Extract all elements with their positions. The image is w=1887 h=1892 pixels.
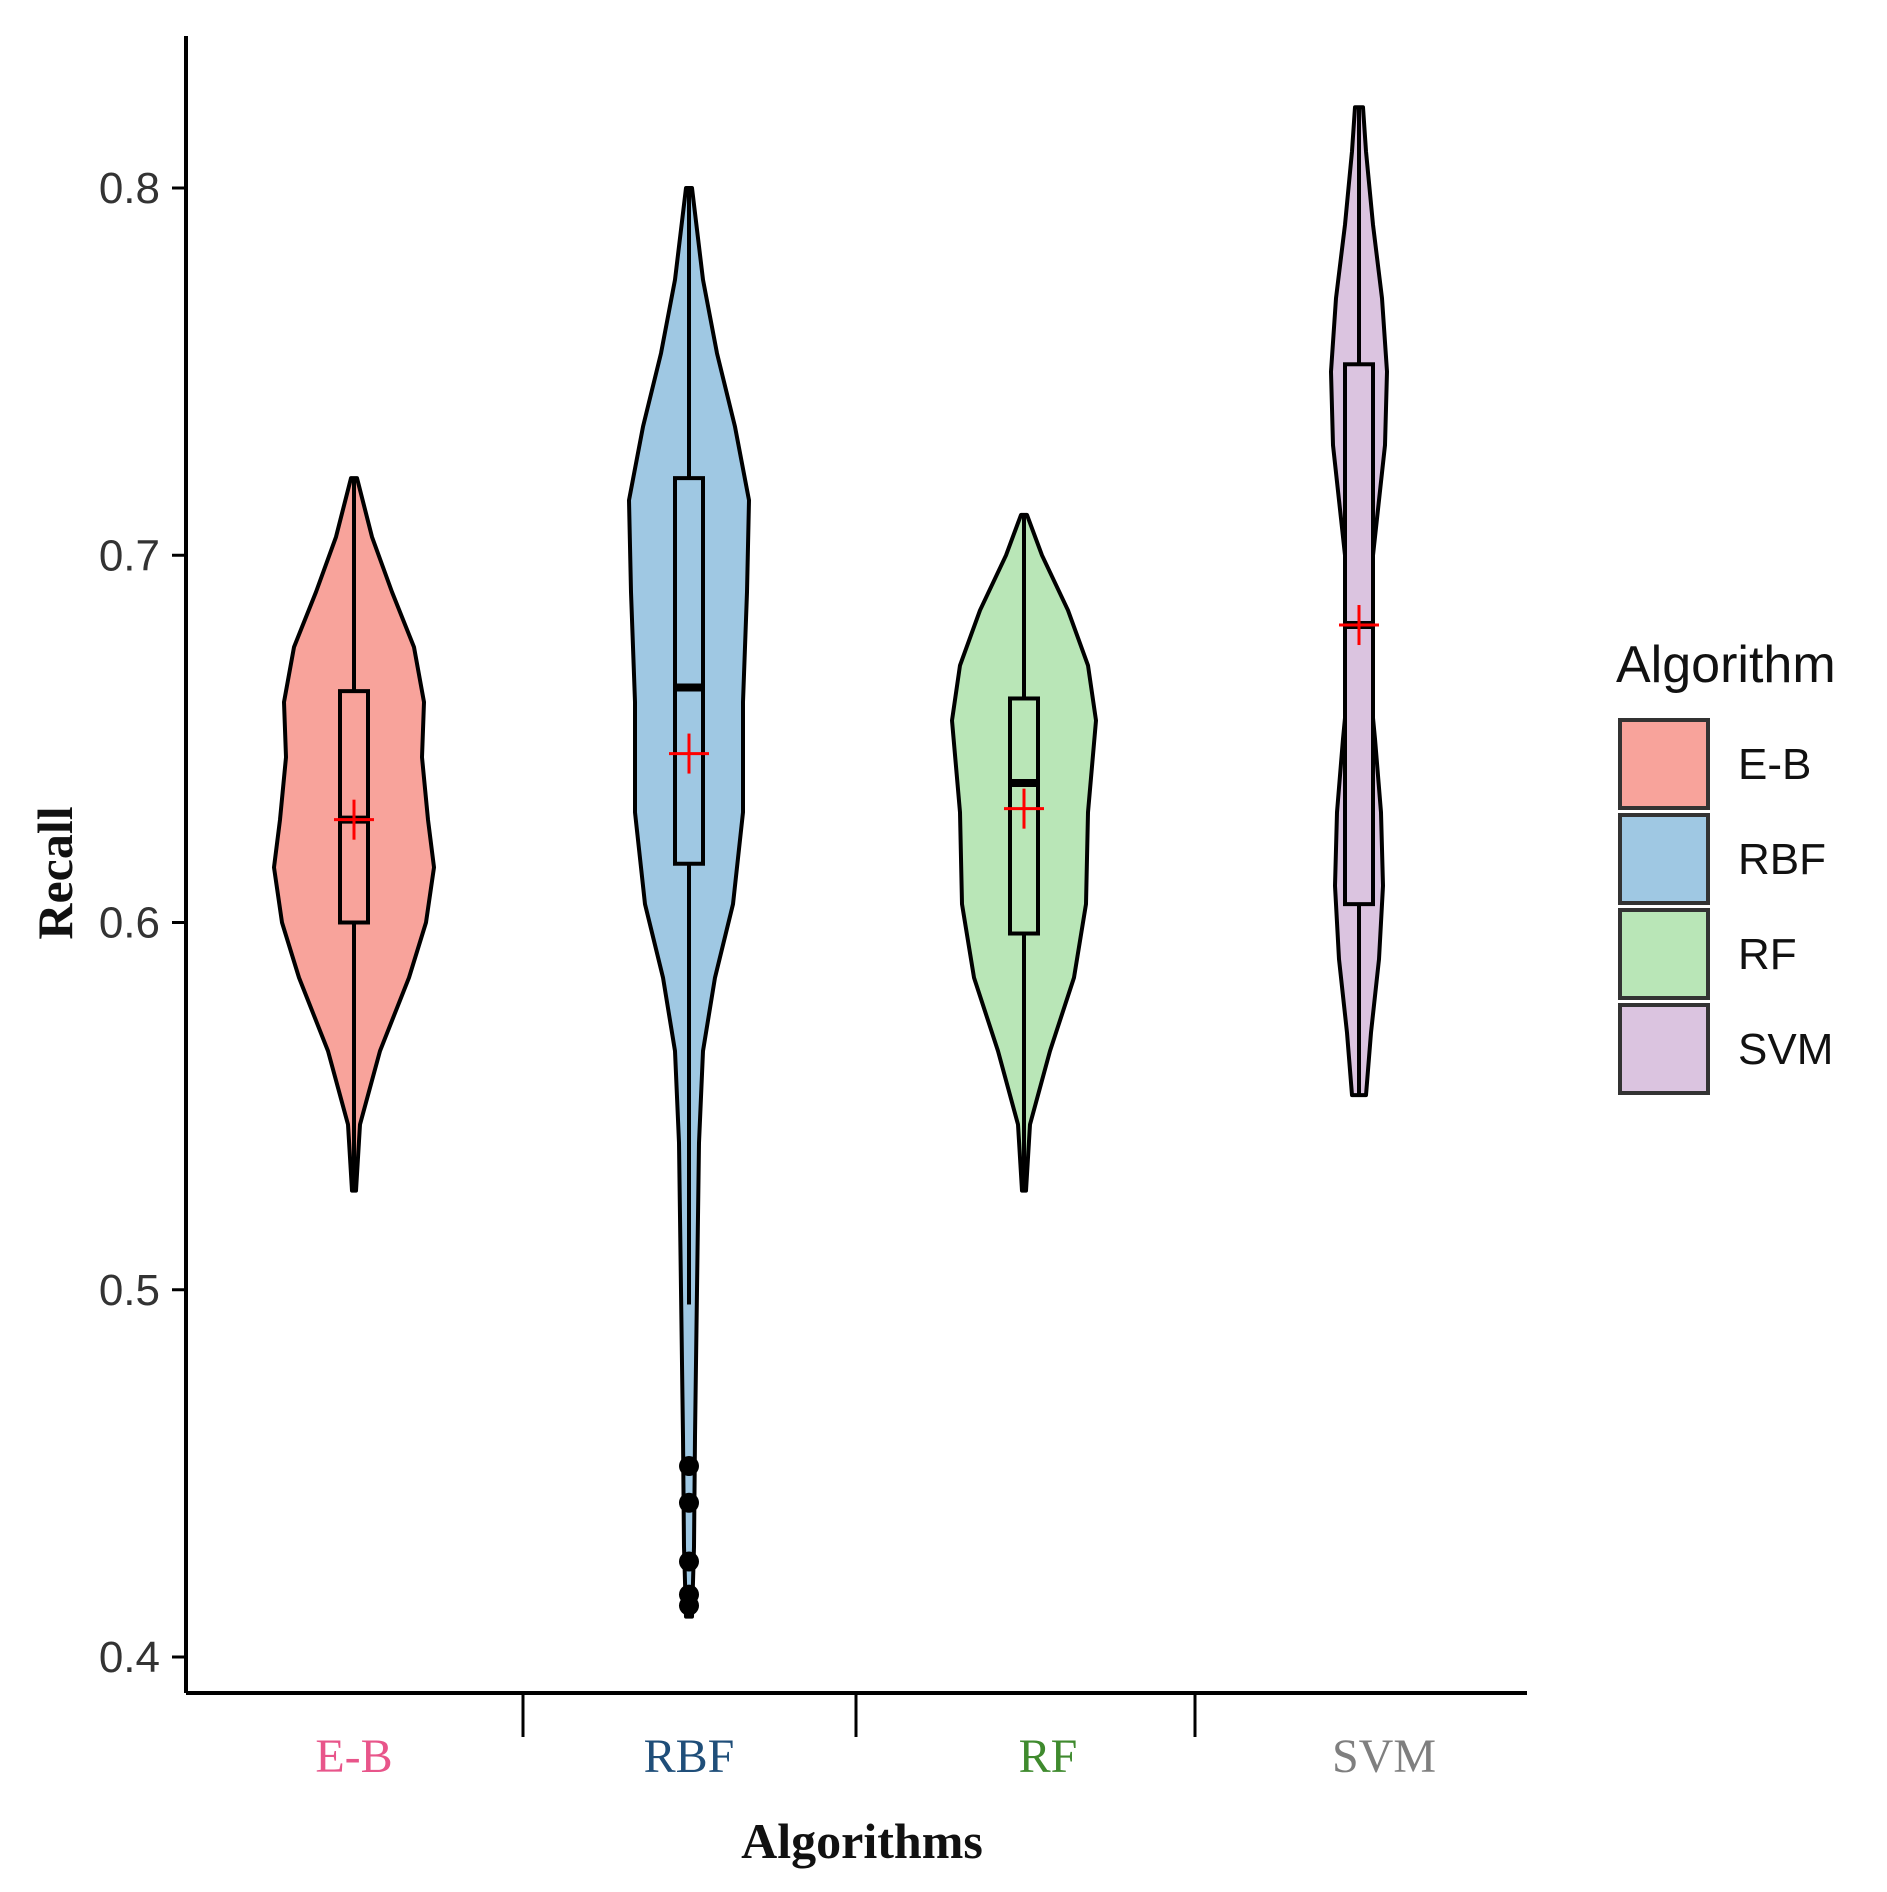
violin-e-b — [272, 476, 436, 1193]
x-tick-label: SVM — [1332, 1730, 1436, 1783]
legend-key — [1618, 908, 1710, 1000]
y-axis-ticks: 0.4 0.5 0.6 0.7 0.8 — [99, 164, 186, 1682]
y-tick-label: 0.6 — [99, 899, 160, 948]
legend-label: RBF — [1738, 835, 1826, 884]
outlier-point — [679, 1456, 699, 1477]
x-axis-ticks: E-B RBF RF SVM — [315, 1693, 1436, 1783]
plot-area — [272, 105, 1389, 1619]
legend-key — [1618, 718, 1710, 810]
legend-label: RF — [1738, 930, 1797, 979]
legend-entry-svm: SVM — [1618, 1003, 1833, 1095]
x-tick-label: RF — [1019, 1730, 1078, 1783]
legend-key — [1618, 813, 1710, 905]
outlier-point — [679, 1492, 699, 1513]
y-tick-label: 0.8 — [99, 164, 160, 213]
legend-key — [1618, 1003, 1710, 1095]
y-tick-label: 0.4 — [99, 1633, 160, 1682]
legend-title: Algorithm — [1616, 636, 1836, 694]
outlier-point — [679, 1595, 699, 1616]
y-tick-label: 0.7 — [99, 531, 160, 580]
legend-entry-rbf: RBF — [1618, 813, 1826, 905]
legend: E-B RBF RF SVM — [1618, 718, 1833, 1095]
mean-marker — [1004, 788, 1044, 829]
iqr-box — [673, 476, 705, 866]
violin-svm — [1329, 105, 1389, 1098]
violin-rbf — [627, 186, 751, 1619]
legend-entry-rf: RF — [1618, 908, 1797, 1000]
x-axis-title: Algorithms — [741, 1813, 983, 1869]
legend-label: SVM — [1738, 1025, 1833, 1074]
mean-marker — [669, 733, 709, 774]
y-axis-title: Recall — [27, 806, 83, 939]
legend-entry-e-b: E-B — [1618, 718, 1811, 810]
x-tick-label: RBF — [644, 1730, 735, 1783]
y-tick-label: 0.5 — [99, 1266, 160, 1315]
outlier-point — [679, 1551, 699, 1572]
legend-label: E-B — [1738, 740, 1811, 789]
mean-marker — [334, 799, 374, 840]
x-tick-label: E-B — [315, 1730, 392, 1783]
mean-marker — [1339, 605, 1379, 646]
violin-rf — [950, 512, 1098, 1193]
